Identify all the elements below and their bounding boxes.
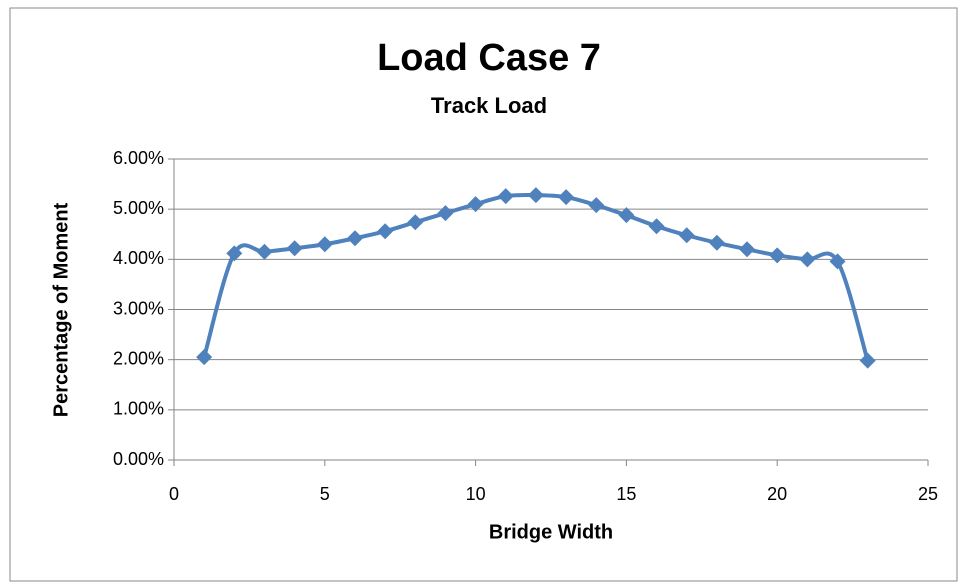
data-marker xyxy=(558,189,575,206)
data-marker xyxy=(527,187,544,204)
x-tick-label: 0 xyxy=(169,484,179,504)
data-marker xyxy=(497,188,514,205)
data-marker xyxy=(226,245,243,262)
y-tick-label: 3.00% xyxy=(113,298,164,318)
data-marker xyxy=(678,227,695,244)
data-marker xyxy=(618,207,635,224)
data-marker xyxy=(346,230,363,247)
data-marker xyxy=(769,247,786,264)
x-tick-label: 25 xyxy=(918,484,938,504)
x-tick-label: 15 xyxy=(616,484,636,504)
data-marker xyxy=(286,240,303,257)
y-tick-label: 4.00% xyxy=(113,248,164,268)
data-marker xyxy=(196,349,213,366)
x-axis-label: Bridge Width xyxy=(489,521,613,543)
data-marker xyxy=(256,243,273,260)
x-tick-label: 5 xyxy=(320,484,330,504)
chart-subtitle: Track Load xyxy=(431,93,547,118)
y-tick-label: 0.00% xyxy=(113,449,164,469)
data-marker xyxy=(739,241,756,258)
data-marker xyxy=(588,197,605,214)
data-marker xyxy=(407,214,424,231)
data-marker xyxy=(316,236,333,253)
y-tick-label: 5.00% xyxy=(113,198,164,218)
data-marker xyxy=(708,234,725,251)
data-marker xyxy=(648,218,665,235)
x-tick-label: 20 xyxy=(767,484,787,504)
x-tick-label: 10 xyxy=(466,484,486,504)
y-tick-label: 2.00% xyxy=(113,348,164,368)
chart-title: Load Case 7 xyxy=(377,37,601,79)
data-marker xyxy=(859,352,876,369)
data-marker xyxy=(799,251,816,268)
y-axis-label: Percentage of Moment xyxy=(50,202,72,417)
data-marker xyxy=(437,205,454,222)
data-marker xyxy=(829,253,846,270)
chart-border xyxy=(9,7,958,582)
y-tick-label: 6.00% xyxy=(113,148,164,168)
data-marker xyxy=(377,223,394,240)
y-tick-label: 1.00% xyxy=(113,399,164,419)
data-marker xyxy=(467,196,484,213)
